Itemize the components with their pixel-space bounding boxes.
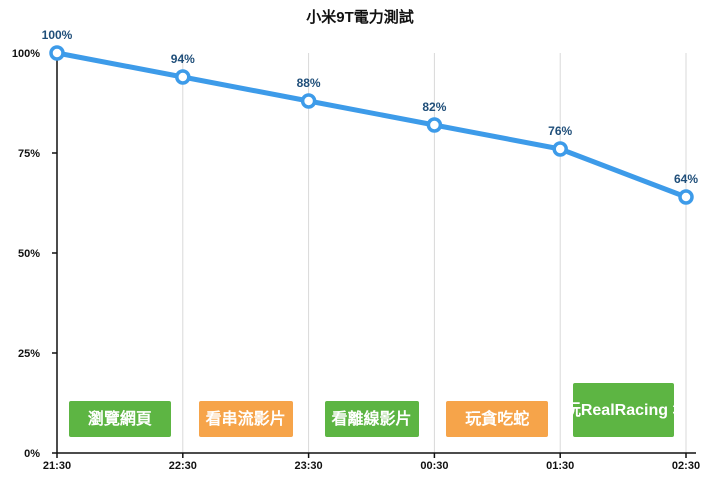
y-tick-label: 0%	[24, 448, 40, 460]
data-label: 76%	[548, 124, 572, 138]
data-label: 100%	[42, 28, 73, 42]
x-tick-label: 21:30	[43, 460, 71, 472]
x-tick-label: 23:30	[295, 460, 323, 472]
data-points	[49, 45, 694, 205]
y-tick-label: 75%	[18, 148, 40, 160]
data-point	[552, 141, 568, 157]
y-tick-label: 50%	[18, 248, 40, 260]
battery-series-line	[54, 50, 689, 200]
data-label: 64%	[674, 172, 698, 186]
data-point	[49, 45, 65, 61]
activity-label: 玩貪吃蛇	[446, 401, 549, 437]
chart-title: 小米9T電力測試	[306, 8, 414, 26]
y-tick-labels: 0% 25% 50% 75% 100%	[12, 48, 40, 460]
gridlines	[182, 53, 687, 453]
data-point	[678, 189, 694, 205]
data-label: 94%	[171, 52, 195, 66]
x-tick-labels: 21:30 22:30 23:30 00:30 01:30 02:30	[43, 460, 700, 472]
x-tick-label: 22:30	[169, 460, 197, 472]
activity-label: 看離線影片	[324, 401, 419, 437]
data-point	[426, 117, 443, 133]
data-label: 88%	[297, 76, 321, 90]
activity-label: 看串流影片	[198, 401, 293, 437]
x-tick-label: 00:30	[420, 460, 448, 472]
data-labels: 100% 94% 88% 82% 76% 64%	[42, 28, 699, 186]
x-tick-label: 02:30	[672, 460, 700, 472]
y-tick-label: 25%	[18, 348, 40, 360]
data-point	[175, 69, 191, 85]
activity-label: 玩Real Racing 3	[565, 383, 681, 437]
data-point	[300, 93, 317, 109]
data-label: 82%	[422, 100, 446, 114]
axes	[52, 47, 696, 458]
activity-label: 瀏覽網頁	[68, 401, 171, 437]
x-tick-label: 01:30	[546, 460, 574, 472]
y-tick-label: 100%	[12, 48, 40, 60]
